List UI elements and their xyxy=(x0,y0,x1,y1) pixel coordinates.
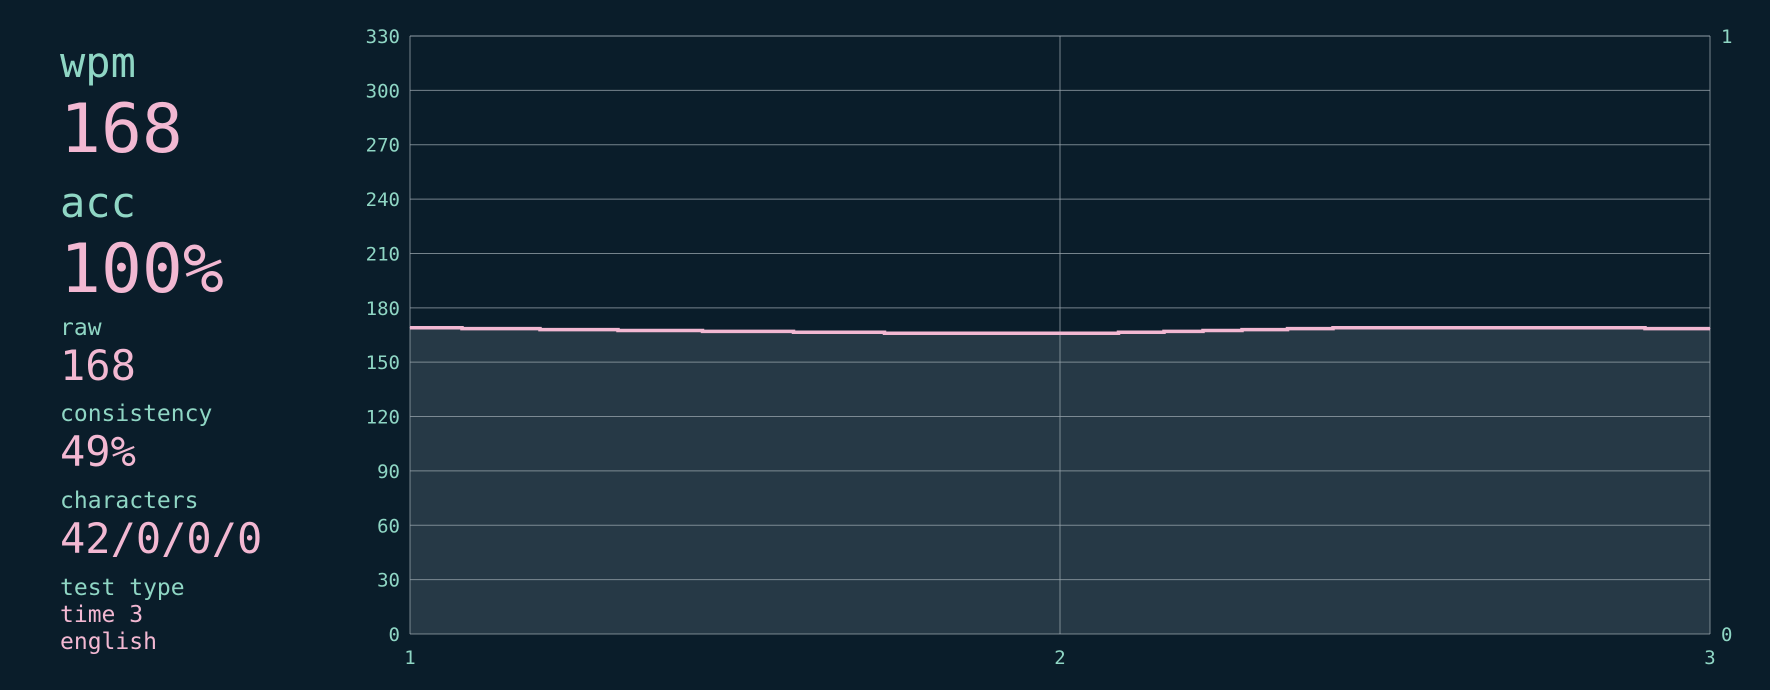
data-point xyxy=(1514,327,1516,329)
data-point xyxy=(1449,327,1451,329)
y-tick-label: 90 xyxy=(377,461,400,483)
data-point xyxy=(539,329,541,331)
data-point xyxy=(409,327,411,329)
y2-tick-label: 0 xyxy=(1721,624,1732,646)
x-tick-label: 1 xyxy=(404,647,415,669)
consistency-value: 49% xyxy=(60,427,136,476)
y-tick-label: 300 xyxy=(366,80,400,102)
data-point xyxy=(1163,330,1165,332)
data-point xyxy=(1202,329,1204,331)
y-tick-label: 270 xyxy=(366,135,400,157)
y-tick-label: 240 xyxy=(366,189,400,211)
y-tick-label: 150 xyxy=(366,352,400,374)
data-point xyxy=(1059,332,1061,334)
raw-label: raw xyxy=(60,315,102,341)
characters-label: characters xyxy=(60,488,199,514)
accuracy-value: 100% xyxy=(60,230,224,309)
data-point xyxy=(1384,327,1386,329)
data-point xyxy=(1241,329,1243,331)
wpm-label: wpm xyxy=(60,38,136,87)
series-line xyxy=(410,326,1710,335)
test-type-language: english xyxy=(60,629,157,655)
characters-value: 42/0/0/0 xyxy=(60,514,263,563)
y2-tick-label: 1 xyxy=(1721,26,1732,48)
test-type-mode: time 3 xyxy=(60,602,144,628)
test-type-label: test type xyxy=(60,575,185,601)
data-point xyxy=(1287,328,1288,330)
y-tick-label: 210 xyxy=(366,243,400,265)
data-point xyxy=(1579,327,1581,329)
x-tick-label: 2 xyxy=(1054,647,1065,669)
data-point xyxy=(1644,328,1646,330)
data-point xyxy=(617,329,619,331)
data-point xyxy=(884,332,885,334)
y-tick-label: 30 xyxy=(377,570,400,592)
raw-value: 168 xyxy=(60,341,136,390)
data-point xyxy=(1332,327,1334,329)
wpm-value: 168 xyxy=(60,90,183,169)
y-tick-label: 120 xyxy=(366,407,400,429)
y-tick-label: 330 xyxy=(366,26,400,48)
data-point xyxy=(793,331,794,333)
consistency-label: consistency xyxy=(60,401,213,427)
data-point xyxy=(1118,331,1119,333)
y-tick-label: 0 xyxy=(389,624,400,646)
y-tick-label: 180 xyxy=(366,298,400,320)
x-tick-label: 3 xyxy=(1704,647,1715,669)
data-point xyxy=(702,330,703,332)
data-point xyxy=(1709,328,1711,330)
data-point xyxy=(461,328,463,330)
accuracy-label: acc xyxy=(60,178,136,227)
y-tick-label: 60 xyxy=(377,515,400,537)
